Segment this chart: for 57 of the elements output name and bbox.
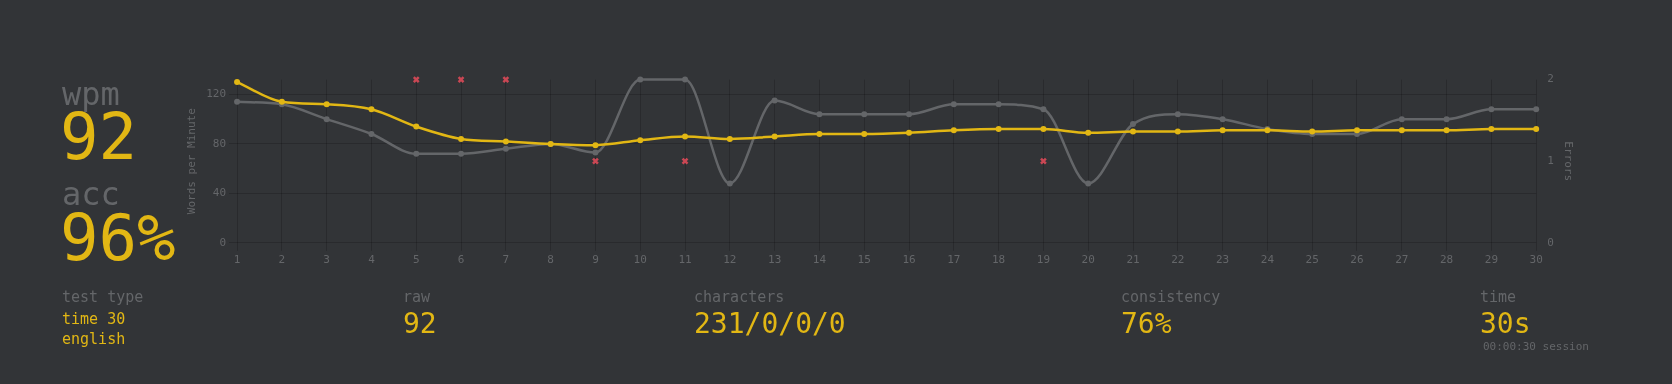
point xyxy=(950,127,957,134)
point xyxy=(368,106,375,113)
point xyxy=(413,123,420,130)
point xyxy=(637,76,644,83)
point xyxy=(368,131,375,137)
point xyxy=(592,149,599,156)
point xyxy=(1085,129,1092,136)
point xyxy=(861,111,868,118)
point xyxy=(861,131,868,137)
point xyxy=(458,135,465,142)
point xyxy=(1533,126,1540,133)
point xyxy=(682,76,689,83)
point xyxy=(1174,128,1181,135)
point xyxy=(1443,116,1450,123)
point xyxy=(234,79,241,86)
point xyxy=(637,137,644,144)
point xyxy=(816,131,823,137)
point xyxy=(458,150,465,157)
point xyxy=(502,145,509,152)
point xyxy=(816,111,823,118)
point xyxy=(906,129,913,136)
point xyxy=(1219,127,1226,134)
point xyxy=(502,138,509,145)
text: 30s xyxy=(1480,307,1531,340)
point xyxy=(1130,128,1137,135)
text: time 30 xyxy=(62,310,126,328)
point xyxy=(323,116,330,123)
point xyxy=(682,133,689,140)
point xyxy=(234,98,241,105)
point xyxy=(771,97,778,104)
point xyxy=(1398,116,1405,123)
text: 76% xyxy=(1121,307,1172,340)
point xyxy=(413,150,420,157)
point xyxy=(1040,126,1047,133)
point xyxy=(1085,180,1092,187)
point xyxy=(1533,106,1540,113)
point xyxy=(726,180,733,187)
point xyxy=(906,111,913,118)
point xyxy=(1130,121,1137,128)
text: 231/0/0/0 xyxy=(694,307,846,340)
point xyxy=(323,101,330,108)
point xyxy=(1398,127,1405,134)
point xyxy=(1353,127,1360,134)
point xyxy=(1174,111,1181,118)
point xyxy=(1219,116,1226,123)
point xyxy=(950,101,957,108)
point xyxy=(1040,106,1047,113)
point xyxy=(726,135,733,142)
point xyxy=(995,101,1002,108)
point xyxy=(1488,106,1495,113)
text: 92 xyxy=(403,307,437,340)
text: english xyxy=(62,330,126,348)
point xyxy=(995,126,1002,133)
point xyxy=(1443,127,1450,134)
point xyxy=(592,142,599,149)
point xyxy=(771,133,778,140)
point xyxy=(1488,126,1495,133)
